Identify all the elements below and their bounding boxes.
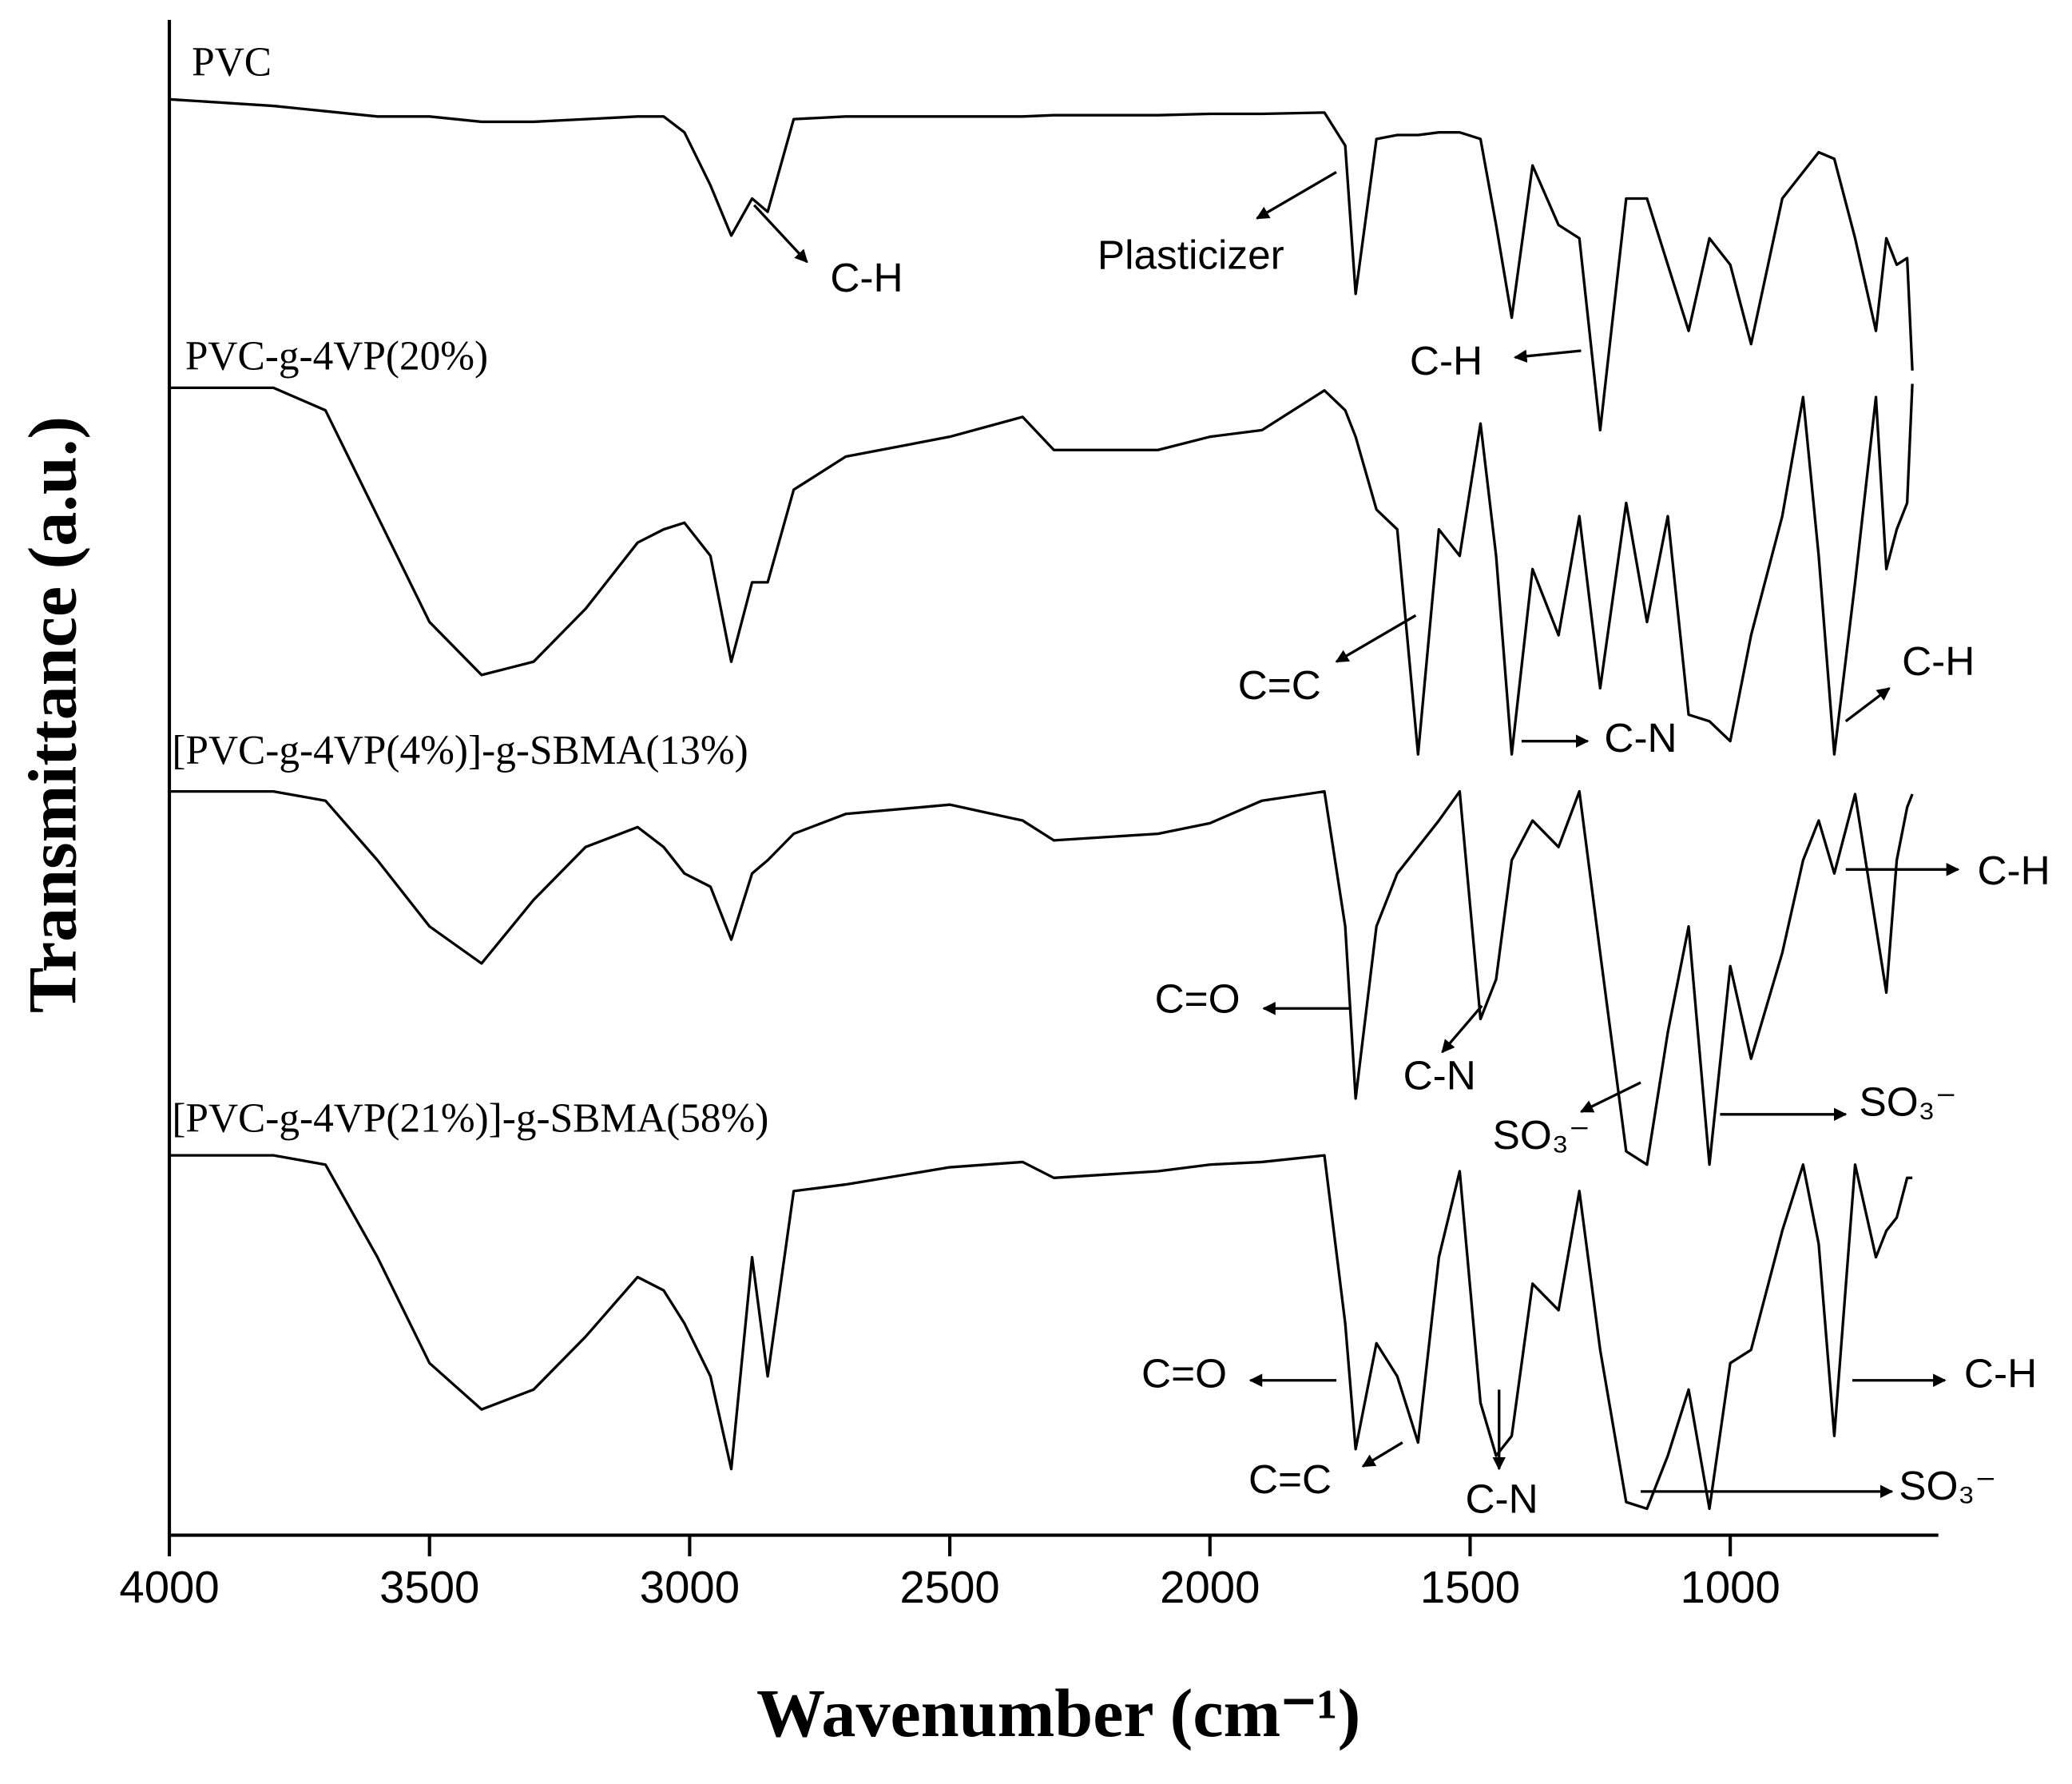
- spectrum-line: [169, 789, 1914, 1166]
- annotation: C-H: [1410, 338, 1483, 383]
- series-label: PVC: [192, 40, 272, 85]
- series-label: [PVC-g-4VP(21%)]-g-SBMA(58%): [172, 1096, 768, 1142]
- y-axis-title: Transmittance (a.u.): [14, 416, 90, 1013]
- x-tick-label: 2000: [1160, 1562, 1260, 1612]
- annotation: C-N: [1604, 715, 1677, 761]
- annotation: C-H: [830, 255, 903, 300]
- annotation: C-H: [1964, 1350, 2037, 1396]
- annotation-arrow: [1256, 170, 1337, 220]
- x-tick-label: 2500: [899, 1562, 999, 1612]
- annotation-arrow: [1844, 687, 1891, 723]
- annotation: C=O: [1155, 976, 1240, 1022]
- x-tick-label: 4000: [119, 1562, 219, 1612]
- annotation: SO₃⁻: [1493, 1112, 1590, 1158]
- annotation: SO₃⁻: [1899, 1463, 1996, 1508]
- annotation: C-H: [1977, 848, 2050, 893]
- annotation: C=C: [1238, 662, 1321, 708]
- annotation: C-N: [1403, 1053, 1476, 1099]
- annotation-arrow: [1361, 1441, 1403, 1468]
- x-tick-label: 1000: [1681, 1562, 1780, 1612]
- spectrum-line: [169, 97, 1914, 432]
- series-label: [PVC-g-4VP(4%)]-g-SBMA(13%): [172, 728, 748, 773]
- annotation-arrow: [1441, 1004, 1483, 1054]
- annotation-arrow: [1579, 1081, 1641, 1113]
- x-axis-title: Wavenumber (cm⁻¹): [756, 1675, 1360, 1751]
- x-tick-label: 3000: [640, 1562, 740, 1612]
- annotation-arrow: [1513, 349, 1582, 364]
- spectrum-line: [169, 1154, 1913, 1511]
- annotation: SO₃⁻: [1860, 1079, 1957, 1125]
- annotation: Plasticizer: [1098, 232, 1284, 278]
- x-tick-label: 1500: [1420, 1562, 1520, 1612]
- annotation: C=C: [1248, 1456, 1332, 1502]
- x-tick-label: 3500: [379, 1562, 479, 1612]
- annotation: C-H: [1902, 638, 1975, 684]
- spectrum-line: [169, 383, 1914, 756]
- annotation-arrow: [1335, 614, 1417, 663]
- annotation-arrow: [752, 204, 808, 264]
- series-label: PVC-g-4VP(20%): [185, 333, 488, 379]
- annotation: C-N: [1465, 1476, 1538, 1522]
- annotation: C=O: [1141, 1350, 1227, 1396]
